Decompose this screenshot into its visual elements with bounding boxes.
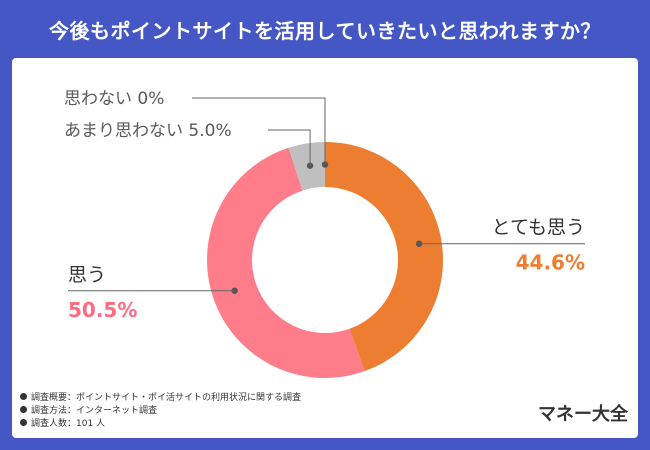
category-label-3: 思わない 0% [64, 89, 164, 109]
leader-line-3 [192, 97, 326, 165]
donut-slice-0 [325, 142, 443, 372]
survey-note: 調査方法：インターネット調査 [20, 405, 301, 418]
survey-notes: 調査概要：ポイントサイト・ポイ活サイトの利用状況に関する調査 調査方法：インター… [20, 392, 301, 431]
category-label-1: 思う [68, 264, 106, 286]
bullet-icon [20, 419, 27, 426]
category-label-0: とても思う [492, 217, 585, 239]
value-label-1: 50.5% [68, 298, 137, 322]
brand-logo: マネー大全 [538, 404, 628, 425]
value-label-0: 44.6% [516, 251, 585, 275]
donut-slice-1 [206, 147, 365, 379]
survey-note: 調査概要：ポイントサイト・ポイ活サイトの利用状況に関する調査 [20, 392, 301, 405]
donut-slice-2 [288, 142, 325, 191]
bullet-icon [20, 406, 27, 413]
category-label-2: あまり思わない 5.0% [64, 121, 232, 141]
chart-title: 今後もポイントサイトを活用していきたいと思われますか？ [49, 18, 601, 43]
bullet-icon [20, 393, 27, 400]
survey-note: 調査人数：101 人 [20, 418, 301, 431]
leader-line-2 [268, 129, 311, 166]
